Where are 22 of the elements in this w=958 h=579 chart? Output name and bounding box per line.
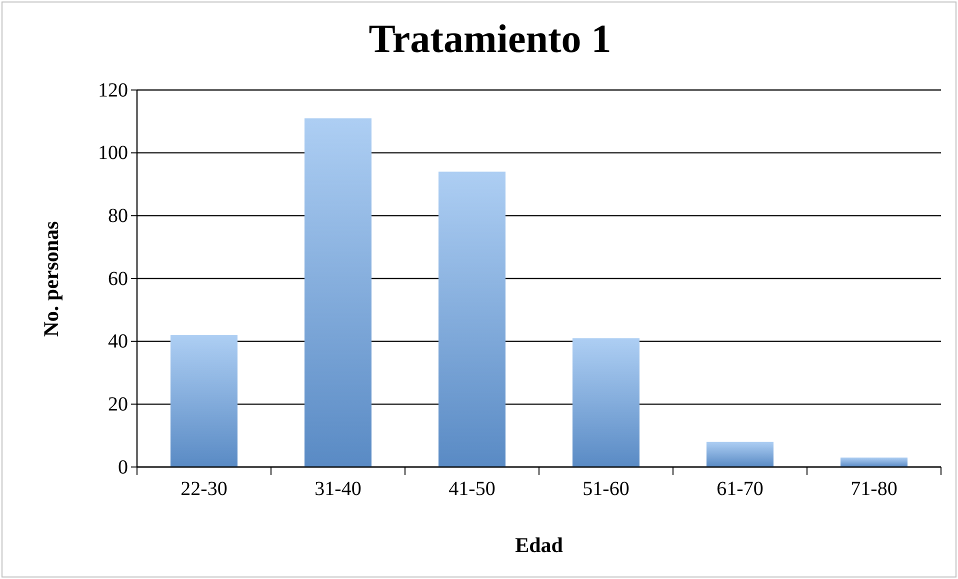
- x-tick-label: 71-80: [850, 478, 898, 500]
- y-tick-label: 0: [118, 456, 128, 478]
- y-tick-label: 80: [108, 205, 128, 228]
- bar: [170, 335, 238, 467]
- bar: [438, 172, 506, 467]
- x-axis-title: Edad: [515, 533, 564, 557]
- y-tick-label: 120: [98, 79, 128, 102]
- x-tick-label: 61-70: [716, 478, 764, 500]
- x-tick-label: 31-40: [314, 478, 362, 500]
- y-tick-label: 60: [108, 268, 128, 290]
- x-tick-label: 22-30: [180, 478, 228, 500]
- chart-title: Tratamiento 1: [368, 16, 612, 61]
- y-tick-label: 40: [108, 330, 128, 353]
- y-tick-label: 100: [98, 142, 128, 164]
- bar: [840, 458, 908, 467]
- bar: [706, 442, 774, 467]
- x-tick-label: 41-50: [448, 478, 496, 500]
- y-tick-label: 20: [108, 394, 128, 416]
- bar: [572, 338, 640, 467]
- bar: [304, 118, 372, 467]
- y-axis-title: No. personas: [39, 221, 63, 337]
- x-tick-label: 51-60: [582, 478, 630, 500]
